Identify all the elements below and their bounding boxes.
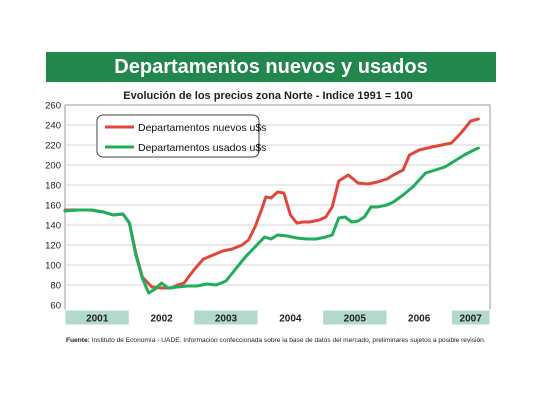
series-line-usados bbox=[63, 146, 480, 295]
grid-layer bbox=[65, 124, 490, 286]
y-tick-label: 200 bbox=[45, 161, 61, 172]
y-tick-label: 260 bbox=[45, 101, 61, 112]
legend-box bbox=[96, 114, 260, 158]
x-tick-label: 2001 bbox=[86, 314, 109, 325]
x-tick-label: 2004 bbox=[279, 314, 302, 325]
y-tick-label: 140 bbox=[45, 221, 61, 232]
y-tick-label: 80 bbox=[50, 281, 61, 292]
title-bar bbox=[46, 52, 496, 82]
chart-title: Departamentos nuevos y usados bbox=[114, 56, 427, 78]
x-tick-label: 2003 bbox=[215, 314, 238, 325]
footer-note: Fuente: Instituto de Economía - UADE. In… bbox=[66, 337, 486, 344]
legend: Departamentos nuevos u$s Departamentos u… bbox=[96, 114, 266, 158]
y-tick-label: 240 bbox=[45, 121, 61, 132]
y-axis-ticks: 60 80 100 120 140 160 180 200 220 240 260 bbox=[45, 101, 61, 312]
y-tick-label: 180 bbox=[45, 181, 61, 192]
y-tick-label: 100 bbox=[45, 261, 61, 272]
legend-label-usados: Departamentos usados u$s bbox=[138, 142, 266, 154]
chart-subtitle: Evolución de los precios zona Norte - In… bbox=[123, 90, 412, 102]
y-tick-label: 120 bbox=[45, 241, 61, 252]
y-tick-label: 160 bbox=[45, 201, 61, 212]
x-tick-label: 2007 bbox=[460, 314, 483, 325]
x-tick-label: 2005 bbox=[344, 314, 367, 325]
x-tick-label: 2002 bbox=[150, 314, 173, 325]
year-cell bbox=[450, 309, 491, 326]
footer-source-text: Instituto de Economía - UADE. Informació… bbox=[90, 337, 486, 344]
year-band: 2001 2002 2003 2004 2005 2006 2007 bbox=[64, 309, 491, 326]
x-tick-label: 2006 bbox=[408, 314, 431, 325]
legend-label-nuevos: Departamentos nuevos u$s bbox=[138, 122, 266, 134]
y-tick-label: 220 bbox=[45, 141, 61, 152]
y-tick-label: 60 bbox=[50, 301, 61, 312]
footer-source-label: Fuente: bbox=[66, 337, 90, 344]
series-layer bbox=[63, 117, 480, 295]
